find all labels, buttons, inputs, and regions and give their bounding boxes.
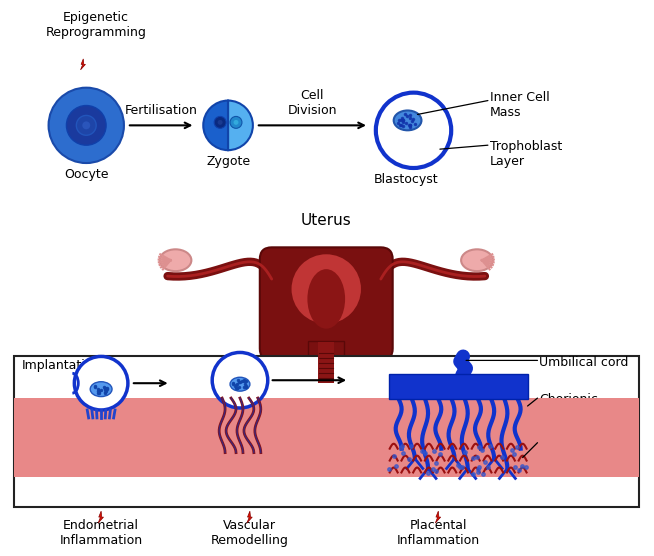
Polygon shape [80, 59, 86, 70]
Text: Endometrial
Inflammation: Endometrial Inflammation [60, 519, 143, 547]
Text: Cell
Division: Cell Division [288, 90, 337, 117]
Text: Trophoblast
Layer: Trophoblast Layer [490, 140, 562, 168]
Wedge shape [228, 101, 253, 150]
Text: Fertilisation: Fertilisation [125, 105, 198, 117]
Circle shape [230, 116, 242, 128]
Polygon shape [247, 511, 252, 523]
Ellipse shape [230, 378, 250, 391]
Circle shape [75, 356, 128, 410]
Text: Epigenetic
Reprogramming: Epigenetic Reprogramming [46, 11, 146, 39]
Text: Placental
Inflammation: Placental Inflammation [397, 519, 480, 547]
Bar [14, 356, 639, 507]
Text: Inner Cell
Mass: Inner Cell Mass [490, 91, 549, 118]
FancyBboxPatch shape [260, 247, 392, 360]
Bar [318, 341, 334, 383]
Ellipse shape [90, 382, 112, 396]
Polygon shape [436, 511, 441, 523]
Text: Zygote: Zygote [206, 155, 250, 168]
Text: Chorionic
Villi: Chorionic Villi [540, 393, 598, 421]
Ellipse shape [461, 249, 493, 271]
Text: Uterus: Uterus [301, 212, 352, 227]
Bar [14, 398, 639, 478]
Ellipse shape [160, 249, 192, 271]
Bar [309, 341, 344, 388]
Circle shape [212, 353, 267, 408]
Text: Spiral
Arteries: Spiral Arteries [270, 446, 319, 474]
Bar [388, 374, 528, 399]
Circle shape [376, 93, 451, 168]
Circle shape [67, 106, 106, 145]
Wedge shape [203, 101, 228, 150]
Text: Blastocyst: Blastocyst [373, 173, 438, 186]
Text: Oocyte: Oocyte [64, 168, 109, 181]
Circle shape [82, 121, 90, 130]
Text: Endometrium: Endometrium [26, 431, 111, 444]
Ellipse shape [292, 254, 361, 324]
Circle shape [214, 116, 226, 128]
Text: Extravillous
Trophoblast: Extravillous Trophoblast [540, 436, 612, 464]
Circle shape [218, 120, 222, 125]
Ellipse shape [307, 269, 345, 329]
Text: Umbilical cord: Umbilical cord [540, 356, 629, 369]
Text: Implantation: Implantation [22, 359, 101, 373]
Text: Vascular
Remodelling: Vascular Remodelling [211, 519, 289, 547]
Circle shape [233, 120, 239, 125]
Circle shape [77, 116, 96, 135]
Ellipse shape [394, 111, 421, 130]
Circle shape [48, 88, 124, 163]
Polygon shape [98, 511, 103, 523]
